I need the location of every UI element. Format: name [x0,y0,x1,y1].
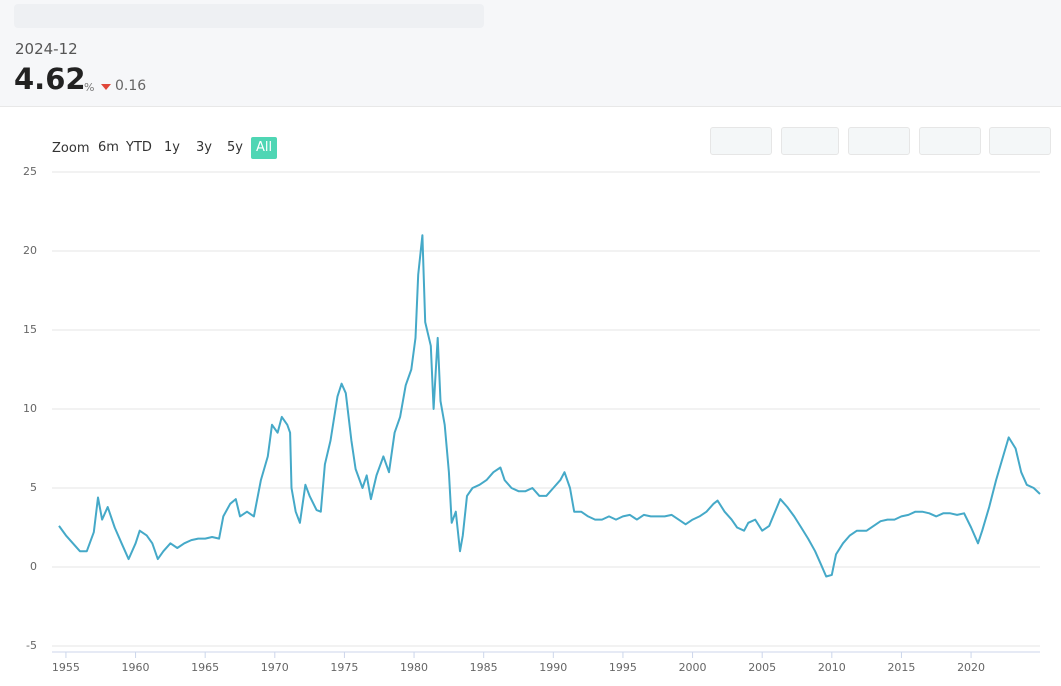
toolbar-button[interactable] [710,127,772,155]
toolbar-button[interactable] [781,127,839,155]
x-tick-label: 2015 [887,661,915,674]
header: 2024-12 4.62 % 0.16 [0,0,1061,107]
y-tick-label: -5 [26,639,37,652]
x-tick-label: 2005 [748,661,776,674]
range-button[interactable]: YTD [126,140,152,155]
x-tick-label: 1985 [470,661,498,674]
toolbar-button[interactable] [989,127,1051,155]
x-tick-label: 2020 [957,661,985,674]
toolbar-button[interactable] [848,127,910,155]
date: 2024-12 [15,40,78,58]
current-value: 4.62 [14,62,86,96]
x-tick-label: 2000 [679,661,707,674]
x-tick-label: 2010 [818,661,846,674]
data-line [58,234,1041,578]
x-tick-label: 1960 [122,661,150,674]
range-button[interactable]: All [251,137,278,159]
toolbar-button[interactable] [919,127,981,155]
title-placeholder [14,4,484,28]
x-tick-label: 1980 [400,661,428,674]
y-tick-label: 5 [30,481,37,494]
range-button[interactable]: 6m [98,140,119,155]
y-tick-label: 15 [23,323,37,336]
y-tick-label: 10 [23,402,37,415]
x-tick-label: 1965 [191,661,219,674]
range-button[interactable]: 1y [164,140,180,155]
y-tick-label: 20 [23,244,37,257]
down-arrow [101,84,111,90]
y-tick-label: 25 [23,165,37,178]
x-tick-label: 1995 [609,661,637,674]
x-tick-label: 1975 [330,661,358,674]
change: 0.16 [115,78,147,94]
zoom-label: Zoom [52,141,90,156]
x-tick-label: 1990 [539,661,567,674]
range-button[interactable]: 5y [227,140,243,155]
range-button[interactable]: 3y [196,140,212,155]
unit: % [84,81,95,94]
x-tick-label: 1955 [52,661,80,674]
x-tick-label: 1970 [261,661,289,674]
y-tick-label: 0 [30,560,37,573]
